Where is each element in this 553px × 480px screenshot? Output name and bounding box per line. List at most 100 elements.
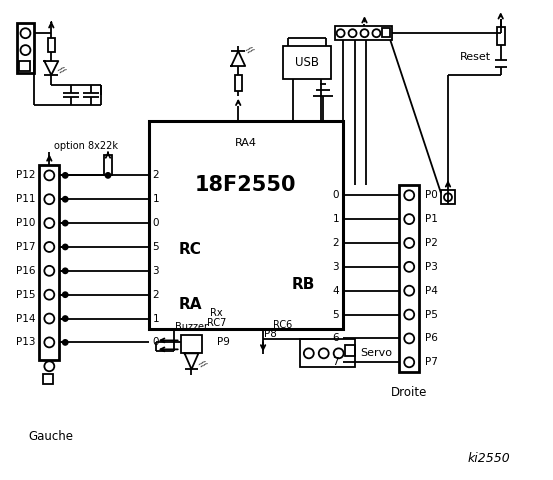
- Circle shape: [404, 357, 414, 367]
- Circle shape: [304, 348, 314, 358]
- Circle shape: [44, 194, 54, 204]
- Text: P14: P14: [16, 313, 35, 324]
- Text: 0: 0: [332, 190, 339, 200]
- Text: 2: 2: [153, 290, 159, 300]
- Text: 2: 2: [332, 238, 339, 248]
- Circle shape: [44, 337, 54, 348]
- Text: 5: 5: [153, 242, 159, 252]
- Text: 0: 0: [153, 337, 159, 348]
- Circle shape: [62, 268, 67, 273]
- Text: 3: 3: [153, 266, 159, 276]
- Circle shape: [404, 190, 414, 200]
- Circle shape: [348, 29, 357, 37]
- Text: RA4: RA4: [234, 138, 257, 147]
- Bar: [441, 190, 455, 204]
- Text: P12: P12: [16, 170, 35, 180]
- Circle shape: [44, 361, 54, 371]
- Circle shape: [404, 334, 414, 343]
- Text: RA: RA: [179, 297, 202, 312]
- Bar: [181, 336, 202, 353]
- Bar: [48, 38, 55, 52]
- Text: 0: 0: [153, 218, 159, 228]
- Bar: [345, 346, 354, 356]
- Text: Gauche: Gauche: [29, 431, 74, 444]
- Text: RC7: RC7: [207, 317, 226, 327]
- Circle shape: [62, 292, 67, 297]
- Circle shape: [106, 173, 111, 178]
- Text: P4: P4: [425, 286, 438, 296]
- Bar: [497, 27, 505, 45]
- Circle shape: [404, 286, 414, 296]
- Circle shape: [444, 193, 452, 201]
- Text: P17: P17: [16, 242, 35, 252]
- Bar: [335, 26, 392, 40]
- Circle shape: [337, 29, 345, 37]
- Text: P16: P16: [16, 266, 35, 276]
- Bar: [149, 120, 343, 329]
- Text: //: //: [196, 359, 207, 369]
- Circle shape: [44, 242, 54, 252]
- Bar: [283, 46, 331, 79]
- Circle shape: [20, 45, 30, 55]
- Circle shape: [404, 262, 414, 272]
- Text: USB: USB: [295, 56, 319, 69]
- Text: RB: RB: [291, 277, 315, 292]
- Text: P15: P15: [16, 290, 35, 300]
- Circle shape: [62, 197, 67, 202]
- Text: RC6: RC6: [273, 320, 293, 329]
- Circle shape: [62, 244, 67, 250]
- Text: P8: P8: [264, 329, 276, 339]
- Text: 1: 1: [153, 313, 159, 324]
- Text: P6: P6: [425, 334, 438, 343]
- Bar: [300, 339, 354, 367]
- Circle shape: [333, 348, 343, 358]
- Circle shape: [62, 316, 67, 321]
- Text: P0: P0: [425, 190, 438, 200]
- Bar: [17, 23, 34, 73]
- Bar: [382, 28, 390, 37]
- Text: Reset: Reset: [460, 52, 491, 62]
- Text: P10: P10: [16, 218, 35, 228]
- Circle shape: [319, 348, 328, 358]
- Bar: [39, 166, 59, 360]
- Text: Buzzer: Buzzer: [175, 323, 208, 333]
- Bar: [234, 75, 242, 91]
- Circle shape: [44, 218, 54, 228]
- Bar: [43, 374, 53, 384]
- Text: ki2550: ki2550: [467, 452, 510, 465]
- Circle shape: [62, 221, 67, 226]
- Text: //: //: [244, 45, 254, 55]
- Circle shape: [404, 214, 414, 224]
- Text: P2: P2: [425, 238, 438, 248]
- Text: option 8x22k: option 8x22k: [54, 141, 118, 151]
- Text: 7: 7: [332, 357, 339, 367]
- Text: 1: 1: [153, 194, 159, 204]
- Text: 2: 2: [153, 170, 159, 180]
- Circle shape: [44, 290, 54, 300]
- Text: P13: P13: [16, 337, 35, 348]
- Circle shape: [44, 313, 54, 324]
- Text: P5: P5: [425, 310, 438, 320]
- Circle shape: [361, 29, 368, 37]
- Text: P3: P3: [425, 262, 438, 272]
- Text: 4: 4: [332, 286, 339, 296]
- Text: RC: RC: [179, 242, 202, 257]
- Text: Droite: Droite: [391, 386, 427, 399]
- Text: 18F2550: 18F2550: [195, 175, 296, 195]
- Text: Rx: Rx: [210, 308, 223, 318]
- Text: 5: 5: [332, 310, 339, 320]
- Text: P1: P1: [425, 214, 438, 224]
- Circle shape: [44, 170, 54, 180]
- Text: P11: P11: [16, 194, 35, 204]
- Bar: [399, 185, 419, 372]
- Bar: [19, 61, 30, 71]
- Text: 6: 6: [332, 334, 339, 343]
- Circle shape: [62, 173, 67, 178]
- Circle shape: [372, 29, 380, 37]
- Bar: [104, 156, 112, 175]
- Circle shape: [404, 310, 414, 320]
- Text: 1: 1: [332, 214, 339, 224]
- Text: //: //: [56, 64, 67, 75]
- Circle shape: [20, 28, 30, 38]
- Circle shape: [62, 340, 67, 345]
